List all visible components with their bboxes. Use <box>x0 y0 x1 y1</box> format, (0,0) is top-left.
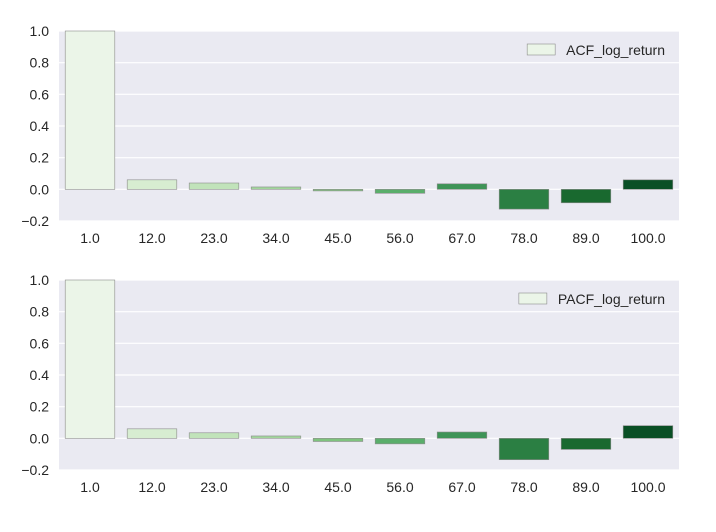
y-tick-label: 1.0 <box>30 23 50 39</box>
x-tick-label: 78.0 <box>510 230 537 246</box>
acf-bar <box>312 189 364 192</box>
y-tick-label: 0.4 <box>30 367 50 383</box>
x-tick-label: 78.0 <box>510 479 537 495</box>
x-tick-label: 45.0 <box>324 230 351 246</box>
x-tick-label: 34.0 <box>262 479 289 495</box>
pacf-chart-panel: 1.0 0.8 0.6 0.4 0.2 0.0 −0.2 1.0 12.0 23.0 34.0 45.… <box>21 272 679 495</box>
pacf-bar <box>560 438 612 450</box>
legend-label: ACF_log_return <box>566 42 665 58</box>
acf-bar <box>622 179 674 190</box>
y-tick-label: −0.2 <box>21 462 49 478</box>
x-tick-label: 56.0 <box>386 230 413 246</box>
y-tick-label: 0.8 <box>30 55 50 71</box>
acf-bar <box>64 30 116 190</box>
acf-bar <box>250 186 302 190</box>
x-tick-label: 56.0 <box>386 479 413 495</box>
pacf-bar <box>498 438 550 461</box>
acf-bar <box>374 189 426 194</box>
y-tick-label: 0.6 <box>30 335 50 351</box>
pacf-bar <box>126 428 178 439</box>
x-tick-label: 67.0 <box>448 479 475 495</box>
acf-bar <box>126 179 178 190</box>
x-tick-label: 12.0 <box>138 479 165 495</box>
y-tick-label: 0.4 <box>30 118 50 134</box>
x-tick-label: 100.0 <box>630 230 665 246</box>
legend-swatch <box>526 43 556 56</box>
x-tick-label: 23.0 <box>200 479 227 495</box>
x-tick-label: 1.0 <box>80 230 100 246</box>
acf-chart-panel: 1.0 0.8 0.6 0.4 0.2 0.0 −0.2 1.0 12.0 23.0 34.0 45.… <box>21 23 679 246</box>
x-tick-label: 89.0 <box>572 230 599 246</box>
pacf-bar <box>436 431 488 439</box>
acf-legend: ACF_log_return <box>526 42 665 58</box>
x-tick-label: 1.0 <box>80 479 100 495</box>
x-tick-label: 23.0 <box>200 230 227 246</box>
y-tick-label: −0.2 <box>21 213 49 229</box>
x-tick-label: 100.0 <box>630 479 665 495</box>
x-tick-label: 34.0 <box>262 230 289 246</box>
pacf-bar <box>312 438 364 442</box>
y-tick-label: 0.6 <box>30 86 50 102</box>
pacf-bar <box>188 432 240 439</box>
x-tick-label: 12.0 <box>138 230 165 246</box>
acf-bar <box>436 183 488 190</box>
pacf-bar <box>250 435 302 439</box>
y-tick-label: 1.0 <box>30 272 50 288</box>
legend-label: PACF_log_return <box>558 291 665 307</box>
x-tick-label: 67.0 <box>448 230 475 246</box>
pacf-bar <box>374 438 426 445</box>
y-tick-label: 0.0 <box>30 181 50 197</box>
pacf-bar <box>64 279 116 439</box>
legend-swatch <box>518 292 548 305</box>
x-tick-label: 45.0 <box>324 479 351 495</box>
acf-bar <box>498 189 550 210</box>
pacf-legend: PACF_log_return <box>518 291 665 307</box>
y-tick-label: 0.0 <box>30 430 50 446</box>
x-tick-label: 89.0 <box>572 479 599 495</box>
y-tick-label: 0.2 <box>30 399 50 415</box>
pacf-bar <box>622 425 674 439</box>
y-tick-label: 0.2 <box>30 150 50 166</box>
y-tick-label: 0.8 <box>30 304 50 320</box>
acf-bar <box>560 189 612 204</box>
acf-bar <box>188 182 240 190</box>
